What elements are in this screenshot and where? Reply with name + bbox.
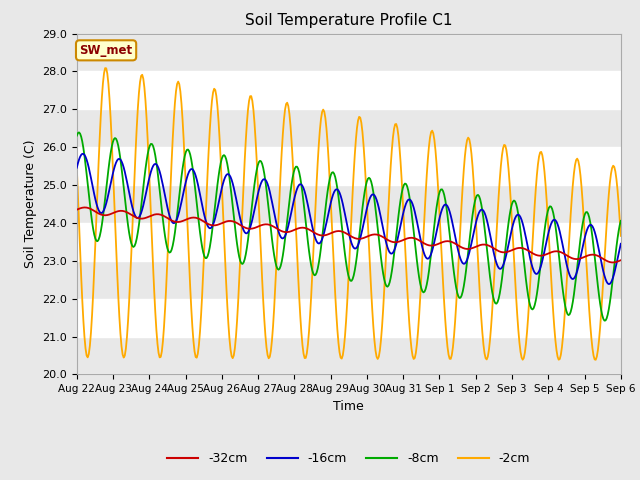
Text: SW_met: SW_met [79, 44, 132, 57]
Legend: -32cm, -16cm, -8cm, -2cm: -32cm, -16cm, -8cm, -2cm [162, 447, 536, 470]
Bar [77, 261, 621, 299]
X-axis label: Time: Time [333, 400, 364, 413]
Bar [77, 185, 621, 223]
Y-axis label: Soil Temperature (C): Soil Temperature (C) [24, 140, 36, 268]
Bar [77, 34, 621, 72]
Title: Soil Temperature Profile C1: Soil Temperature Profile C1 [245, 13, 452, 28]
Bar [77, 336, 621, 374]
Bar [77, 109, 621, 147]
